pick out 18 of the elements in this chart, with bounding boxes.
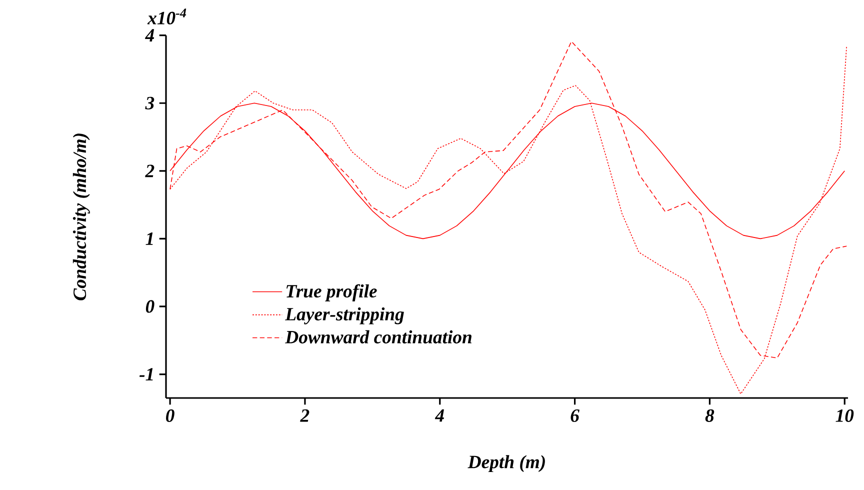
y-axis-title: Conductivity (mho/m) xyxy=(72,134,90,300)
legend-label: True profile xyxy=(286,284,377,302)
y-tick-label: 0 xyxy=(146,300,154,313)
x-tick-label: 10 xyxy=(836,409,854,422)
y-tick-label: -1 xyxy=(139,368,153,380)
y-tick-label: 4 xyxy=(144,29,154,42)
legend-label: Layer-stripping xyxy=(285,307,404,324)
text: x10$^{-4}$ xyxy=(147,8,186,24)
x-axis-title: Depth (m) xyxy=(468,455,545,472)
x-tick-label: 6 xyxy=(570,409,580,422)
x-tick-label: 8 xyxy=(705,409,714,422)
y-tick-label: 3 xyxy=(145,96,154,110)
y-tick-label: 2 xyxy=(145,164,154,178)
legend-label: Downward continuation xyxy=(285,330,472,344)
y-tick-label: 1 xyxy=(146,232,153,245)
x-tick-label: 0 xyxy=(166,409,174,422)
x-tick-label: 2 xyxy=(300,409,310,422)
x-tick-label: 4 xyxy=(434,409,444,422)
